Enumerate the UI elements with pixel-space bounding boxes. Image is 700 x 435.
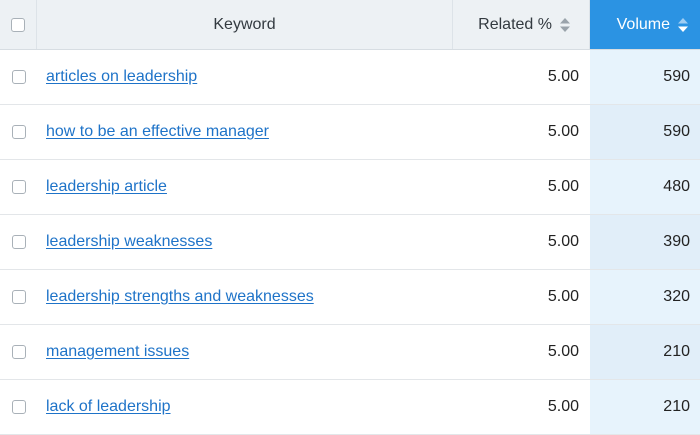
table-row: articles on leadership 5.00 590 — [0, 50, 700, 105]
related-cell: 5.00 — [547, 68, 579, 85]
related-cell: 5.00 — [547, 123, 579, 140]
keyword-link[interactable]: articles on leadership — [46, 68, 198, 85]
keyword-link[interactable]: leadership strengths and weaknesses — [46, 288, 314, 305]
table-row: leadership weaknesses 5.00 390 — [0, 215, 700, 270]
row-checkbox-cell — [0, 325, 37, 379]
related-header-label: Related % — [478, 15, 552, 33]
row-checkbox[interactable] — [11, 70, 26, 84]
related-cell: 5.00 — [547, 178, 579, 195]
related-cell: 5.00 — [547, 398, 579, 415]
row-checkbox-cell — [0, 105, 37, 159]
row-checkbox[interactable] — [11, 235, 26, 249]
table-header: Keyword Related % Volume — [0, 0, 700, 50]
row-checkbox-cell — [0, 380, 37, 434]
row-checkbox-cell — [0, 270, 37, 324]
keyword-cell: articles on leadership — [37, 50, 453, 104]
keyword-cell: leadership strengths and weaknesses — [37, 270, 453, 324]
volume-cell: 210 — [590, 325, 700, 379]
volume-column-header[interactable]: Volume — [590, 0, 700, 49]
related-cell: 5.00 — [547, 288, 579, 305]
volume-cell: 320 — [590, 270, 700, 324]
header-checkbox-cell — [0, 0, 37, 49]
keyword-cell: leadership article — [37, 160, 453, 214]
row-checkbox[interactable] — [11, 400, 26, 414]
table-row: leadership strengths and weaknesses 5.00… — [0, 270, 700, 325]
keyword-cell: lack of leadership — [37, 380, 453, 434]
row-checkbox[interactable] — [11, 290, 26, 304]
volume-cell: 480 — [590, 160, 700, 214]
keyword-cell: leadership weaknesses — [37, 215, 453, 269]
row-checkbox-cell — [0, 50, 37, 104]
volume-cell: 590 — [590, 50, 700, 104]
volume-header-label: Volume — [616, 15, 670, 33]
table-row: management issues 5.00 210 — [0, 325, 700, 380]
table-row: leadership article 5.00 480 — [0, 160, 700, 215]
keyword-cell: management issues — [37, 325, 453, 379]
table-body: articles on leadership 5.00 590 how to b… — [0, 50, 700, 435]
volume-cell: 590 — [590, 105, 700, 159]
row-checkbox-cell — [0, 160, 37, 214]
volume-cell: 390 — [590, 215, 700, 269]
keyword-header-label: Keyword — [213, 15, 276, 33]
keyword-link[interactable]: leadership weaknesses — [46, 233, 213, 250]
related-cell: 5.00 — [547, 343, 579, 360]
row-checkbox[interactable] — [11, 125, 26, 139]
keyword-link[interactable]: management issues — [46, 343, 190, 360]
table-row: how to be an effective manager 5.00 590 — [0, 105, 700, 160]
keyword-column-header[interactable]: Keyword — [37, 0, 453, 49]
volume-cell: 210 — [590, 380, 700, 434]
related-column-header[interactable]: Related % — [453, 0, 590, 49]
select-all-checkbox[interactable] — [11, 17, 25, 32]
table-row: lack of leadership 5.00 210 — [0, 380, 700, 435]
row-checkbox-cell — [0, 215, 37, 269]
row-checkbox[interactable] — [11, 180, 26, 194]
keyword-link[interactable]: lack of leadership — [46, 398, 171, 415]
keyword-cell: how to be an effective manager — [37, 105, 453, 159]
keyword-link[interactable]: leadership article — [46, 178, 167, 195]
related-cell: 5.00 — [547, 233, 579, 250]
sort-descending-icon[interactable] — [677, 17, 689, 33]
keyword-link[interactable]: how to be an effective manager — [46, 123, 269, 140]
row-checkbox[interactable] — [11, 345, 26, 359]
sort-icon[interactable] — [559, 17, 571, 33]
